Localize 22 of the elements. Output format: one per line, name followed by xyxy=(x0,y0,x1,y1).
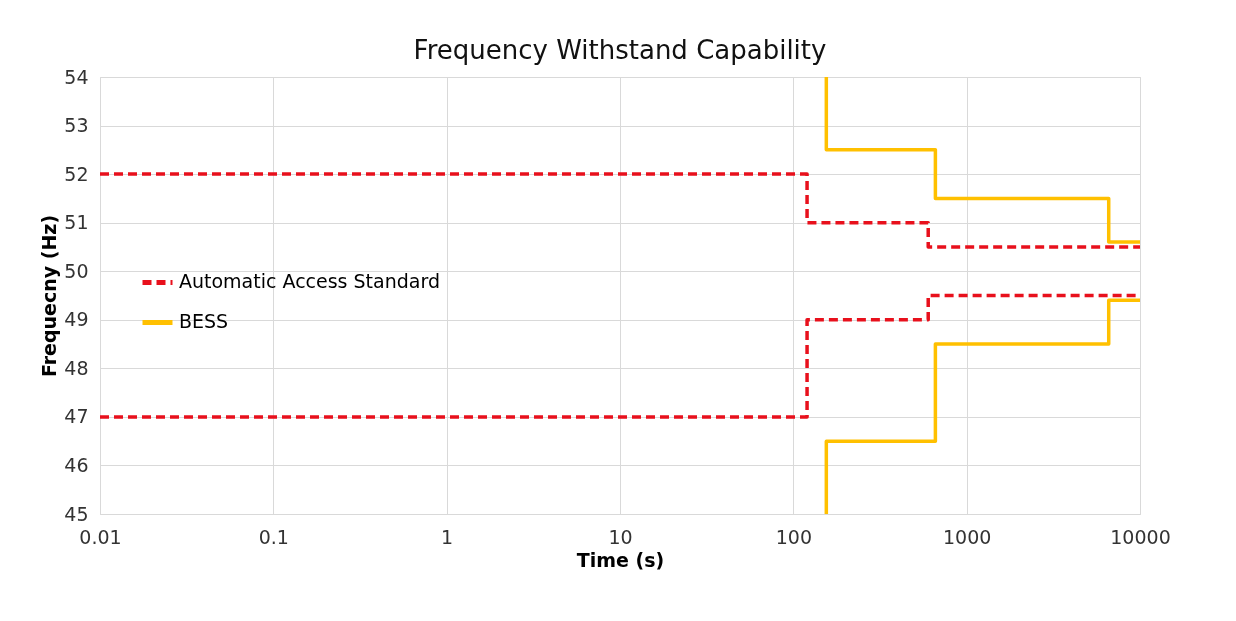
x-tick-label: 1000 xyxy=(942,525,992,548)
y-tick-label: 48 xyxy=(64,356,89,379)
y-axis-title: Frequecny (Hz) xyxy=(38,214,61,378)
y-tick-label: 50 xyxy=(64,259,89,282)
y-tick-label: 52 xyxy=(64,162,89,185)
chart-title: Frequency Withstand Capability xyxy=(413,35,827,65)
x-tick-label: 0.01 xyxy=(79,525,122,548)
legend-label: BESS xyxy=(179,310,229,333)
y-tick-label: 53 xyxy=(64,114,89,137)
y-tick-label: 49 xyxy=(64,308,89,331)
x-tick-label: 0.1 xyxy=(258,525,289,548)
x-tick-label: 1 xyxy=(441,525,454,548)
x-tick-label: 100 xyxy=(775,525,812,548)
x-tick-label: 10 xyxy=(608,525,633,548)
y-tick-label: 47 xyxy=(64,405,89,428)
x-axis-title: Time (s) xyxy=(576,548,665,571)
y-tick-label: 46 xyxy=(64,453,89,476)
y-tick-label: 54 xyxy=(64,65,89,88)
y-tick-label: 45 xyxy=(64,502,89,525)
y-tick-label: 51 xyxy=(64,211,89,234)
x-tick-label: 10000 xyxy=(1110,525,1171,548)
legend-label: Automatic Access Standard xyxy=(179,270,440,293)
